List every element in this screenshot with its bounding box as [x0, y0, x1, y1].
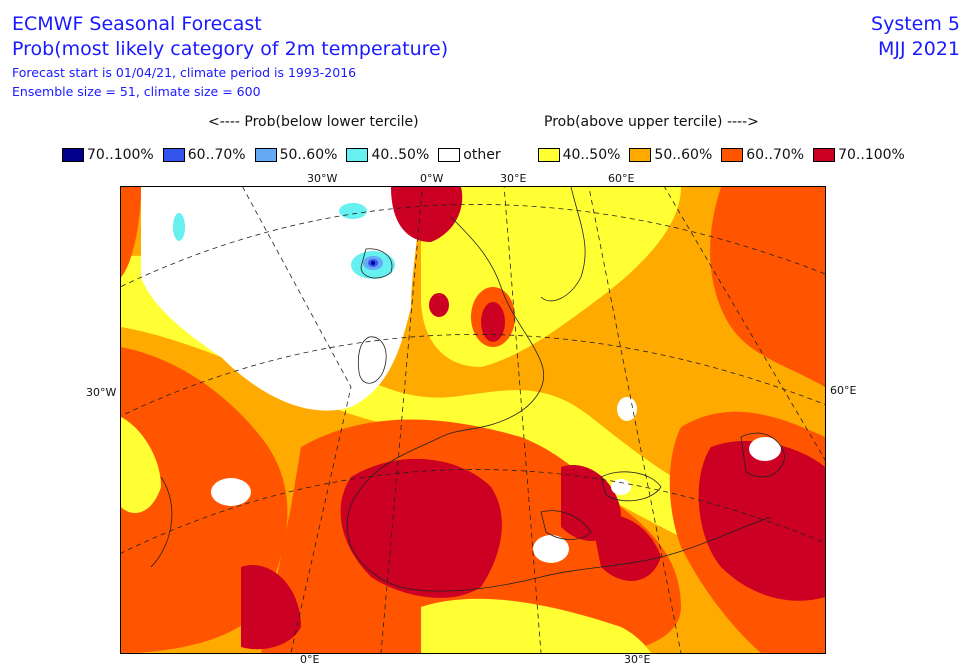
legend-swatch — [629, 148, 652, 162]
title-block: ECMWF Seasonal Forecast Prob(most likely… — [12, 12, 448, 101]
legend-item-below-50-60: 50..60% — [254, 147, 338, 163]
legend-label: 60..70% — [187, 147, 246, 163]
red-norway — [429, 293, 449, 317]
legend-swatch — [162, 148, 185, 162]
legend-swatch — [254, 148, 277, 162]
legend-label: 40..50% — [562, 147, 621, 163]
lat-label-right-60e: 60°E — [830, 384, 857, 397]
cyan-west-patch — [173, 213, 185, 241]
red-east — [698, 440, 825, 601]
coastlines — [150, 187, 786, 592]
graticule-lon-2 — [380, 187, 423, 653]
legend-label: 60..70% — [746, 147, 805, 163]
lon-label-top-60e: 60°E — [608, 172, 635, 185]
legend-item-above-60-70: 60..70% — [721, 147, 804, 163]
product-title: ECMWF Seasonal Forecast — [12, 13, 262, 35]
legend-item-below-70-100: 70..100% — [62, 147, 154, 163]
legend-label: 40..50% — [371, 147, 430, 163]
legend-swatch — [438, 148, 461, 162]
graticule — [121, 187, 825, 653]
legend-swatch — [62, 148, 84, 162]
graticule-lat-1 — [121, 204, 825, 288]
legend-label: other — [463, 147, 501, 163]
coastline-north — [540, 187, 586, 302]
variable-title: Prob(most likely category of 2m temperat… — [12, 38, 449, 60]
coastline-black-sea — [600, 471, 662, 502]
legend-label: 50..60% — [279, 147, 338, 163]
legend-item-above-40-50: 40..50% — [537, 147, 621, 163]
legend-item-other: other — [438, 147, 501, 163]
legend-item-above-50-60: 50..60% — [629, 147, 712, 163]
orange-nw-corner — [121, 187, 141, 277]
system-block: System 5 MJJ 2021 — [871, 12, 960, 62]
red-north — [391, 187, 463, 242]
white-aegean — [533, 535, 569, 563]
coastline-britain — [357, 336, 387, 384]
lat-label-left-30w: 30°W — [86, 386, 117, 399]
yellow-north-africa — [421, 598, 651, 653]
ensemble-size-text: Ensemble size = 51, climate size = 600 — [12, 84, 261, 99]
cyan-north-patch — [339, 203, 367, 219]
lon-label-top-30w: 30°W — [307, 172, 338, 185]
lon-label-top-0w: 0°W — [420, 172, 444, 185]
graticule-lon-1 — [242, 187, 352, 653]
legend-item-below-60-70: 60..70% — [162, 147, 246, 163]
coastline-iceland — [360, 248, 393, 279]
lon-label-top-30e: 30°E — [500, 172, 527, 185]
white-black-sea — [611, 479, 631, 495]
lon-label-bottom-0e: 0°E — [300, 653, 320, 666]
graticule-lat-2 — [121, 334, 825, 417]
orange-northeast — [710, 187, 825, 387]
legend-label: 70..100% — [87, 147, 154, 163]
coastline-greece — [540, 510, 592, 540]
red-baltic — [481, 302, 505, 342]
red-anatolia — [591, 514, 661, 581]
system-label: System 5 — [871, 13, 960, 35]
legend-swatch — [346, 148, 369, 162]
graticule-lon-5 — [664, 187, 825, 461]
coastline-caspian — [740, 432, 786, 478]
legend-item-above-70-100: 70..100% — [813, 147, 905, 163]
yellow-west-edge — [121, 417, 161, 513]
period-label: MJJ 2021 — [878, 38, 960, 60]
legend-swatch — [537, 148, 560, 162]
forecast-map — [120, 186, 826, 654]
map-canvas — [121, 187, 825, 653]
coastline-west — [150, 476, 173, 568]
graticule-lat-3 — [121, 469, 825, 554]
legend-item-below-40-50: 40..50% — [346, 147, 429, 163]
above-tercile-label: Prob(above upper tercile) ----> — [544, 114, 759, 130]
red-southwest — [241, 565, 301, 650]
white-caspian — [749, 437, 781, 461]
graticule-lon-4 — [588, 187, 682, 653]
lon-label-bottom-30e: 30°E — [624, 653, 651, 666]
forecast-start-text: Forecast start is 01/04/21, climate peri… — [12, 65, 357, 80]
white-west-patch — [211, 478, 251, 506]
legend-swatch — [813, 148, 836, 162]
legend-label: 70..100% — [838, 147, 905, 163]
coastline-mainland — [346, 216, 772, 592]
below-tercile-label: <---- Prob(below lower tercile) — [208, 114, 419, 130]
white-atlantic — [141, 187, 421, 411]
legend-label: 50..60% — [654, 147, 713, 163]
color-legend: 70..100% 60..70% 50..60% 40..50% other 4… — [62, 146, 914, 164]
graticule-lon-3 — [503, 187, 542, 653]
white-central — [617, 397, 637, 421]
red-iberia — [340, 458, 502, 598]
blue-iceland-70-100 — [371, 261, 375, 265]
legend-swatch — [721, 148, 744, 162]
